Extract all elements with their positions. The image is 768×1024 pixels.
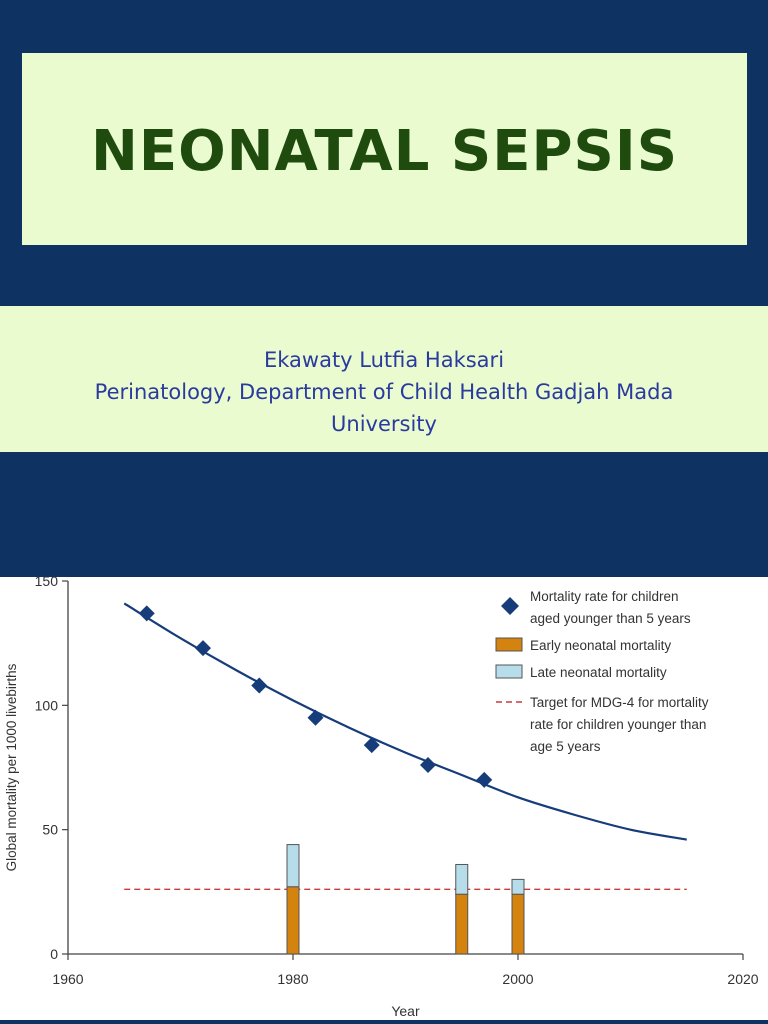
under5-data-point	[138, 605, 155, 622]
legend-label: Early neonatal mortality	[530, 638, 671, 653]
x-tick-label: 2020	[727, 971, 758, 987]
x-axis-label: Year	[391, 1003, 420, 1019]
slide-title: NEONATAL SEPSIS	[90, 118, 679, 184]
under5-data-point	[251, 677, 268, 694]
y-tick-label: 50	[42, 822, 58, 838]
legend-label: Late neonatal mortality	[530, 665, 667, 680]
title-box: NEONATAL SEPSIS	[22, 53, 747, 245]
legend-diamond-icon	[501, 597, 519, 615]
under5-data-point	[307, 709, 324, 726]
late-neonatal-bar	[511, 878, 525, 895]
under5-data-point	[195, 640, 211, 657]
legend-label: Mortality rate for children	[530, 589, 679, 604]
y-tick-label: 0	[50, 946, 58, 962]
affiliation-line-2: University	[331, 412, 437, 436]
affiliation-line-1: Perinatology, Department of Child Health…	[94, 380, 674, 404]
under5-trend-line	[123, 602, 687, 841]
subtitle-box: Ekawaty Lutfia Haksari Perinatology, Dep…	[0, 306, 768, 452]
legend-label: age 5 years	[530, 739, 601, 754]
x-tick-label: 1980	[277, 971, 308, 987]
legend-late-swatch	[495, 664, 523, 679]
under5-data-point	[420, 757, 436, 774]
early-neonatal-bar	[286, 886, 300, 955]
x-tick-label: 1960	[52, 971, 83, 987]
y-tick-label: 150	[35, 577, 59, 589]
late-neonatal-bar	[455, 863, 469, 895]
mortality-chart: 0 50 100 150 1960 1980 2000 2020 Year Global mort…	[4, 573, 759, 1019]
bottom-strip	[0, 1020, 768, 1024]
y-tick-label: 100	[35, 697, 59, 713]
legend-label: Target for MDG-4 for mortality	[530, 695, 709, 710]
chart-panel: 0 50 100 150 1960 1980 2000 2020 Year Global mort…	[0, 573, 768, 1020]
author-name: Ekawaty Lutfia Haksari	[263, 348, 505, 372]
late-neonatal-bar	[286, 844, 300, 888]
early-neonatal-bar	[511, 893, 525, 955]
legend-label: rate for children younger than	[530, 717, 706, 732]
legend-early-swatch	[495, 637, 523, 652]
y-axis-label: Global mortality per 1000 livebirths	[4, 663, 19, 871]
early-neonatal-bar	[455, 893, 469, 955]
under5-data-point	[363, 737, 380, 754]
x-tick-label: 2000	[502, 971, 533, 987]
under5-data-point	[476, 771, 493, 788]
legend-label: aged younger than 5 years	[530, 611, 691, 626]
